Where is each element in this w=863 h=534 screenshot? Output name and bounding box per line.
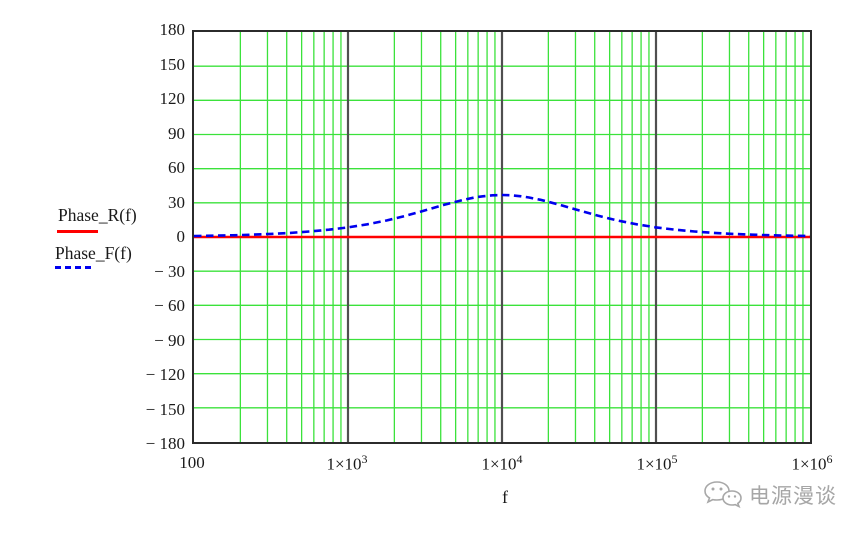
legend-line-sample-blue	[55, 266, 95, 269]
x-tick-label: 1×104	[481, 452, 523, 474]
y-tick-label: 150	[159, 54, 186, 74]
y-tick-label: 0	[176, 227, 186, 246]
legend-label-phase-r: Phase_R(f)	[58, 205, 137, 225]
y-tick-label: − 30	[154, 261, 185, 281]
watermark-text: 电源漫谈	[749, 485, 837, 508]
plot-area	[192, 30, 812, 444]
x-tick-label: 100	[179, 453, 205, 472]
x-tick-label: 1×103	[326, 452, 368, 474]
series-curve-phase-f	[194, 193, 810, 238]
y-tick-label: − 90	[154, 330, 185, 350]
watermark: 电源漫谈	[703, 480, 837, 510]
y-tick-label: 180	[159, 20, 186, 39]
y-tick-label: − 150	[145, 399, 185, 419]
legend-label-phase-f: Phase_F(f)	[55, 243, 132, 263]
wechat-icon	[704, 481, 742, 509]
y-tick-label: 30	[168, 192, 185, 212]
x-tick-label: 1×105	[636, 452, 678, 474]
x-tick-label: 1×106	[791, 452, 833, 474]
phase-chart-canvas	[194, 32, 810, 442]
y-tick-label: − 60	[154, 296, 185, 315]
y-tick-label: − 120	[145, 365, 185, 384]
legend-line-sample-red	[57, 230, 98, 233]
y-tick-label: 90	[168, 123, 185, 143]
y-tick-label: 60	[168, 158, 185, 177]
x-axis-label: f	[502, 487, 508, 507]
y-tick-label: 120	[159, 89, 186, 108]
y-tick-label: − 180	[145, 434, 185, 453]
